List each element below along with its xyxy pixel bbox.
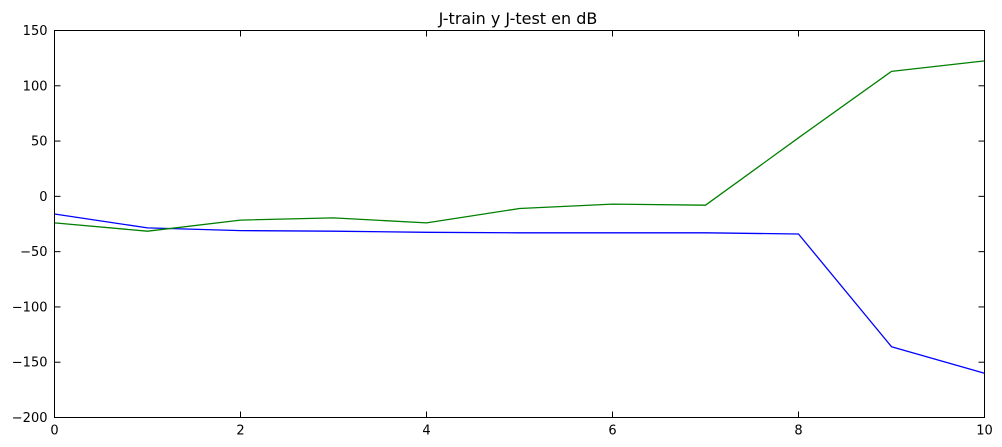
series-line-2 xyxy=(54,60,985,232)
ticks-layer: 0 2 4 6 8 10 150 100 50 0 −50 −100 −150 −200 xyxy=(12,24,993,439)
y-tick-label: −200 xyxy=(12,411,48,426)
series-layer xyxy=(54,60,985,374)
y-tick-label: −50 xyxy=(20,245,47,260)
x-tick-label: 10 xyxy=(976,424,993,439)
series-line-1 xyxy=(54,213,985,374)
chart-title: J-train y J-test en dB xyxy=(438,9,598,28)
x-tick-label: 0 xyxy=(50,424,58,439)
y-tick-label: 0 xyxy=(39,190,47,205)
y-tick-label: 100 xyxy=(23,79,48,94)
y-tick-label: 50 xyxy=(31,135,48,150)
x-tick-label: 2 xyxy=(236,424,244,439)
plot-area-frame xyxy=(54,30,985,418)
y-tick-label: 150 xyxy=(23,24,48,39)
x-tick-label: 8 xyxy=(794,424,802,439)
y-tick-label: −150 xyxy=(12,356,48,371)
x-tick-label: 4 xyxy=(422,424,430,439)
y-tick-label: −100 xyxy=(12,300,48,315)
x-tick-label: 6 xyxy=(608,424,616,439)
